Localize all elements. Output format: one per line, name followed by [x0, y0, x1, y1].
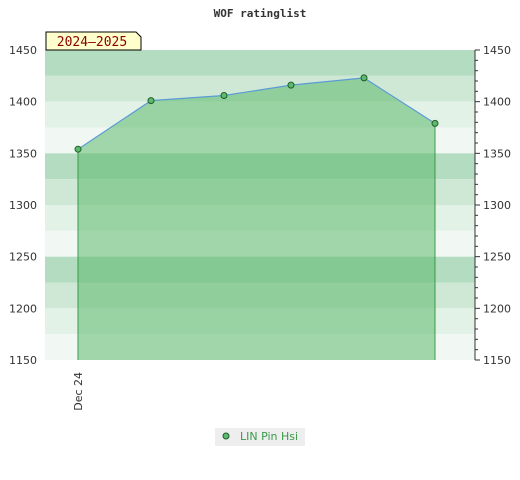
series-line: [77, 77, 436, 150]
data-point: [74, 145, 82, 153]
x-axis: Dec 24: [72, 372, 85, 411]
y-tick-label-right: 1150: [483, 354, 511, 367]
data-points: [74, 74, 439, 153]
y-tick-label-left: 1450: [9, 44, 37, 57]
chart-title: WOF ratinglist: [214, 7, 307, 20]
legend-series-label: LIN Pin Hsi: [240, 430, 298, 443]
data-point: [147, 97, 155, 105]
y-tick-label-right: 1200: [483, 302, 511, 315]
data-point: [431, 119, 439, 127]
x-tick-label: Dec 24: [72, 372, 85, 411]
area-layer: [77, 77, 436, 361]
y-tick-label-left: 1250: [9, 251, 37, 264]
background-band: [45, 50, 475, 76]
right-y-axis: 1150 1200 1250 1300 1350 1400 1450: [474, 44, 511, 367]
period-badge: 2024–2025: [45, 31, 142, 51]
legend-box: [215, 428, 305, 446]
y-tick-label-left: 1400: [9, 96, 37, 109]
y-tick-label-right: 1250: [483, 251, 511, 264]
period-badge-label: 2024–2025: [57, 35, 127, 50]
left-y-axis: 1150 1200 1250 1300 1350 1400 1450: [9, 44, 37, 367]
y-tick-label-left: 1150: [9, 354, 37, 367]
data-point: [360, 74, 368, 82]
y-tick-label-right: 1450: [483, 44, 511, 57]
data-point: [287, 81, 295, 89]
y-tick-label-left: 1300: [9, 199, 37, 212]
legend: LIN Pin Hsi: [215, 428, 305, 446]
legend-marker-icon: [222, 432, 230, 440]
y-tick-label-left: 1350: [9, 147, 37, 160]
y-tick-label-left: 1200: [9, 302, 37, 315]
series-area: [78, 77, 435, 361]
y-tick-label-right: 1400: [483, 96, 511, 109]
y-tick-label-right: 1300: [483, 199, 511, 212]
y-tick-label-right: 1350: [483, 147, 511, 160]
data-point: [220, 91, 228, 99]
